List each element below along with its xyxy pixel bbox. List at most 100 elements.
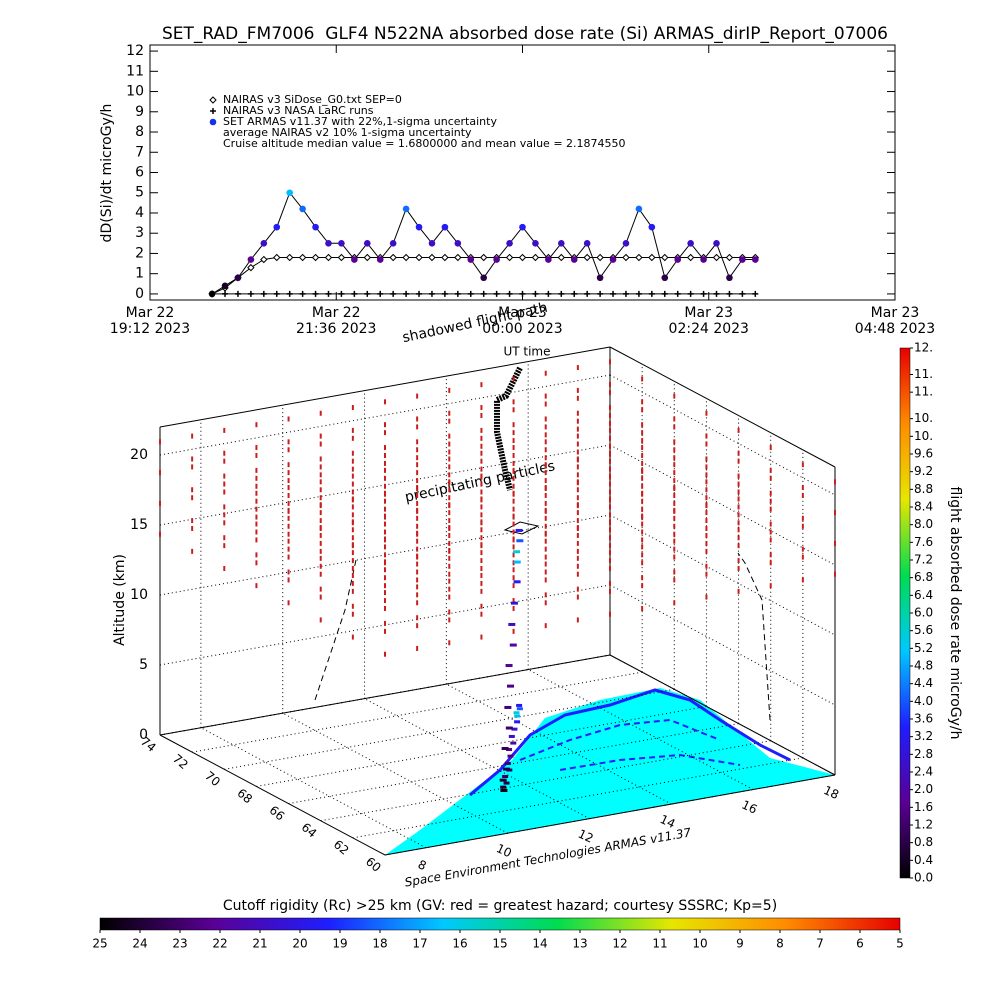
data-point bbox=[687, 290, 694, 297]
grid-line bbox=[159, 374, 611, 456]
axis-edge bbox=[609, 346, 836, 468]
y-tick-label: 7 bbox=[135, 144, 144, 160]
colorbar-tick-label: 6.8 bbox=[914, 570, 933, 584]
shadow-point bbox=[504, 761, 511, 765]
data-point bbox=[428, 240, 436, 247]
data-point bbox=[351, 290, 358, 297]
data-point bbox=[441, 253, 449, 262]
colorbar-tick-label: 11. bbox=[914, 367, 933, 381]
y-tick-label: 68 bbox=[234, 786, 255, 807]
y-tick-label: 66 bbox=[267, 803, 288, 824]
shadow-point bbox=[510, 741, 517, 745]
axis-edge bbox=[384, 774, 836, 856]
y-tick-label: 0 bbox=[135, 286, 144, 302]
shadow-point bbox=[514, 720, 521, 724]
chart-title: SET_RAD_FM7006 GLF4 N522NA absorbed dose… bbox=[162, 24, 888, 44]
shadow-point bbox=[503, 781, 510, 785]
data-point bbox=[622, 290, 629, 297]
colorbar-tick-label: 0.4 bbox=[914, 853, 933, 867]
colorbar-tick-label: 9 bbox=[736, 937, 744, 951]
colorbar-tick-label: 2.8 bbox=[914, 747, 933, 761]
data-point bbox=[337, 253, 346, 262]
data-point bbox=[531, 253, 540, 262]
data-point bbox=[247, 290, 254, 297]
colorbar-tick-label: 9.6 bbox=[914, 447, 933, 461]
data-point bbox=[739, 256, 746, 263]
colorbar-title: flight absorbed dose rate microGy/h bbox=[947, 487, 963, 740]
shadow-point bbox=[500, 785, 507, 789]
shadow-point bbox=[506, 748, 513, 752]
x-tick-label: 00:00 2023 bbox=[482, 321, 562, 337]
data-point bbox=[532, 290, 539, 297]
axis-edge bbox=[609, 654, 836, 776]
data-point bbox=[299, 205, 306, 213]
colorbar-tick-label: 6.4 bbox=[914, 588, 933, 602]
data-point bbox=[713, 290, 720, 297]
colorbar-tick-label: 2.0 bbox=[914, 782, 933, 796]
plot-frame bbox=[149, 44, 896, 301]
grid-line bbox=[200, 727, 427, 849]
track-point bbox=[508, 622, 516, 626]
grid-line bbox=[256, 705, 707, 787]
data-point bbox=[416, 290, 423, 297]
colorbar-tick-label: 12 bbox=[612, 937, 627, 951]
colorbar-tick-label: 7.2 bbox=[914, 553, 933, 567]
z-axis-title: Altitude (km) bbox=[112, 554, 128, 646]
ut-time-track bbox=[494, 366, 523, 491]
track-point bbox=[499, 778, 507, 782]
x-tick-label: Mar 22 bbox=[312, 305, 361, 321]
grid-line bbox=[192, 671, 643, 753]
track-point bbox=[504, 705, 512, 709]
shadow-point bbox=[508, 734, 515, 738]
colorbar-tick-label: 6 bbox=[856, 937, 864, 951]
map bbox=[385, 688, 835, 855]
colorbar bbox=[99, 917, 901, 931]
x-tick-label: Mar 23 bbox=[871, 305, 920, 321]
colorbar-tick-label: 2.4 bbox=[914, 765, 933, 779]
data-point bbox=[441, 223, 449, 231]
colorbar-tick-label: 3.2 bbox=[914, 729, 933, 743]
data-point bbox=[221, 282, 229, 290]
data-point bbox=[519, 290, 526, 297]
colorbar-tick-label: 5 bbox=[896, 937, 904, 951]
data-point bbox=[428, 290, 435, 297]
legend-marker bbox=[209, 96, 217, 104]
data-point bbox=[467, 256, 475, 263]
data-point bbox=[325, 290, 332, 297]
shadow-point bbox=[516, 707, 523, 711]
axis-edge bbox=[159, 654, 611, 736]
colorbar-title: Cutoff rigidity (Rc) >25 km (GV: red = g… bbox=[223, 898, 777, 914]
colorbar-tick-label: 3.6 bbox=[914, 712, 933, 726]
data-point bbox=[518, 253, 527, 262]
data-point bbox=[273, 253, 281, 262]
data-point bbox=[686, 253, 695, 262]
map-sea-land bbox=[385, 688, 835, 855]
data-point bbox=[286, 290, 293, 297]
data-point bbox=[441, 290, 448, 297]
data-point bbox=[570, 256, 578, 263]
colorbar-tick-label: 5.6 bbox=[914, 623, 933, 637]
colorbar-tick-label: 5.2 bbox=[914, 641, 933, 655]
data-point bbox=[596, 253, 604, 262]
colorbar-tick-label: 24 bbox=[132, 937, 147, 951]
colorbar-tick-label: 20 bbox=[292, 937, 307, 951]
x-axis-title: UT time bbox=[503, 345, 550, 359]
y-tick-label: 62 bbox=[331, 837, 352, 858]
data-point bbox=[480, 290, 487, 297]
data-point bbox=[324, 253, 333, 262]
track-point bbox=[505, 726, 513, 730]
data-point bbox=[247, 256, 255, 263]
legend-label: NAIRAS v3 NASA LaRC runs bbox=[223, 104, 374, 117]
grid-line bbox=[320, 740, 771, 822]
data-point bbox=[260, 240, 268, 247]
data-point bbox=[739, 290, 746, 297]
data-point bbox=[234, 274, 242, 282]
colorbar-tick-label: 0.0 bbox=[914, 871, 933, 885]
data-point bbox=[415, 223, 423, 231]
legend-label: NAIRAS v3 SiDose_G0.txt SEP=0 bbox=[223, 93, 402, 106]
colorbar-tick-label: 1.6 bbox=[914, 800, 933, 814]
y-tick-label: 9 bbox=[135, 104, 144, 120]
grid-line bbox=[609, 444, 836, 566]
data-point bbox=[260, 255, 268, 264]
